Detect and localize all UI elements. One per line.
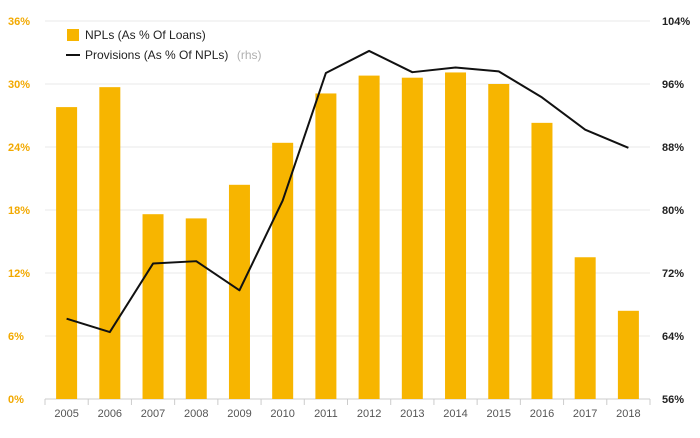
x-tick-label: 2006 <box>98 408 122 420</box>
legend-label-npls: NPLs (As % Of Loans) <box>85 28 206 42</box>
legend: NPLs (As % Of Loans) Provisions (As % Of… <box>66 28 262 63</box>
legend-swatch-npls <box>67 29 79 41</box>
legend-label-provisions: Provisions (As % Of NPLs) (rhs) <box>85 46 262 63</box>
right-tick-label: 56% <box>662 394 684 406</box>
right-tick-label: 88% <box>662 142 684 154</box>
x-axis: 2005 2006 2007 2008 2009 2010 2011 2012 2013 2014… <box>44 399 651 420</box>
right-tick-label: 104% <box>662 16 690 28</box>
bar <box>228 184 250 399</box>
line-series <box>66 49 629 334</box>
right-tick-label: 72% <box>662 268 684 280</box>
bar <box>401 77 423 399</box>
x-tick-label: 2018 <box>616 408 640 420</box>
provisions-line <box>66 49 629 334</box>
bar <box>272 142 294 400</box>
x-tick-label: 2008 <box>184 408 208 420</box>
bar <box>617 310 639 399</box>
right-tick-label: 64% <box>662 331 684 343</box>
right-tick-label: 96% <box>662 79 684 91</box>
bar <box>488 84 510 399</box>
x-tick-label: 2014 <box>443 408 467 420</box>
bar <box>99 87 121 400</box>
legend-label-provisions-rhs: (rhs) <box>237 48 262 62</box>
right-axis: 56% 64% 72% 80% 88% 96% 104% <box>662 16 690 406</box>
x-tick-label: 2005 <box>54 408 78 420</box>
x-tick-label: 2011 <box>314 408 338 420</box>
x-tick-label: 2017 <box>573 408 597 420</box>
x-tick-label: 2009 <box>227 408 251 420</box>
x-tick-label: 2016 <box>530 408 554 420</box>
bar-series <box>56 72 639 400</box>
x-tick-label: 2013 <box>400 408 424 420</box>
left-tick-label: 0% <box>8 394 24 406</box>
left-tick-label: 18% <box>8 205 30 217</box>
bar <box>142 214 164 399</box>
x-tick-label: 2007 <box>141 408 165 420</box>
bar <box>185 218 207 399</box>
legend-label-provisions-name: Provisions (As % Of NPLs) <box>85 48 228 62</box>
left-tick-label: 36% <box>8 16 30 28</box>
left-tick-label: 6% <box>8 331 24 343</box>
bar <box>531 122 553 399</box>
x-tick-label: 2010 <box>270 408 294 420</box>
left-tick-label: 12% <box>8 268 30 280</box>
left-axis: 0% 6% 12% 18% 24% 30% 36% <box>8 16 30 406</box>
bar <box>56 107 78 399</box>
right-tick-label: 80% <box>662 205 684 217</box>
gridlines <box>45 20 650 400</box>
left-tick-label: 24% <box>8 142 30 154</box>
bar <box>445 72 467 399</box>
bar <box>315 93 337 399</box>
left-tick-label: 30% <box>8 79 30 91</box>
x-tick-label: 2015 <box>487 408 511 420</box>
bar <box>358 75 380 399</box>
bar <box>574 257 596 399</box>
x-tick-label: 2012 <box>357 408 381 420</box>
